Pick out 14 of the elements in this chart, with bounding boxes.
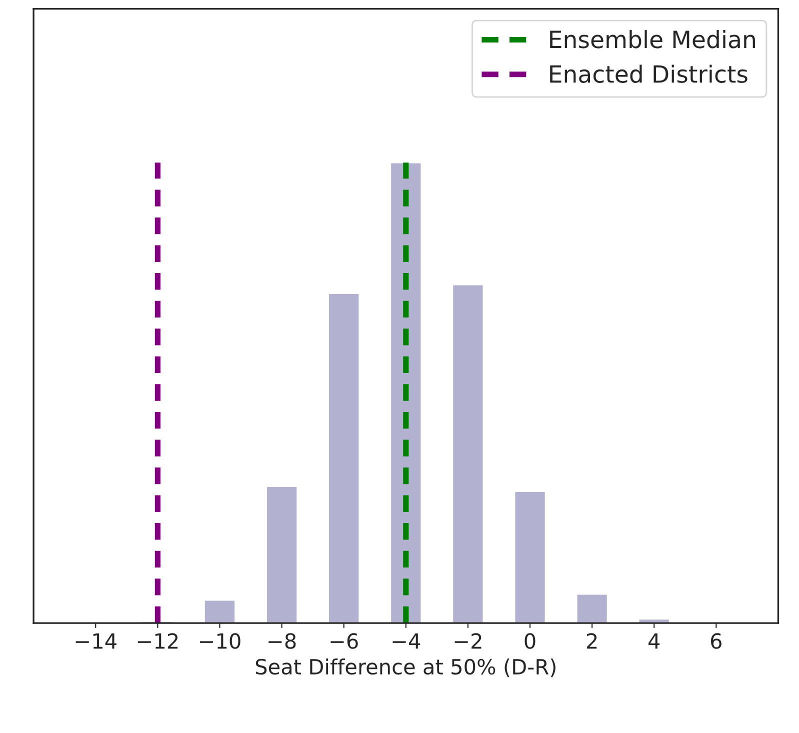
x-tick-label: −4 [392,633,420,649]
x-tick-label: 4 [648,633,660,649]
x-tick-label: 6 [711,633,722,649]
x-axis-title: Seat Difference at 50% (D-R) [256,658,556,678]
x-tick-label: −8 [268,633,296,649]
x-tick-label: 0 [524,633,536,649]
x-tick-label: −12 [138,633,178,649]
x-tick-label: −2 [454,633,482,649]
x-tick-label: 2 [586,633,597,649]
legend-label: Ensemble Median [550,30,755,48]
x-tick-label: −10 [200,633,240,649]
x-tick-label: −6 [330,633,358,649]
x-tick-label: −14 [76,633,116,649]
legend-label: Enacted Districts [550,64,748,83]
